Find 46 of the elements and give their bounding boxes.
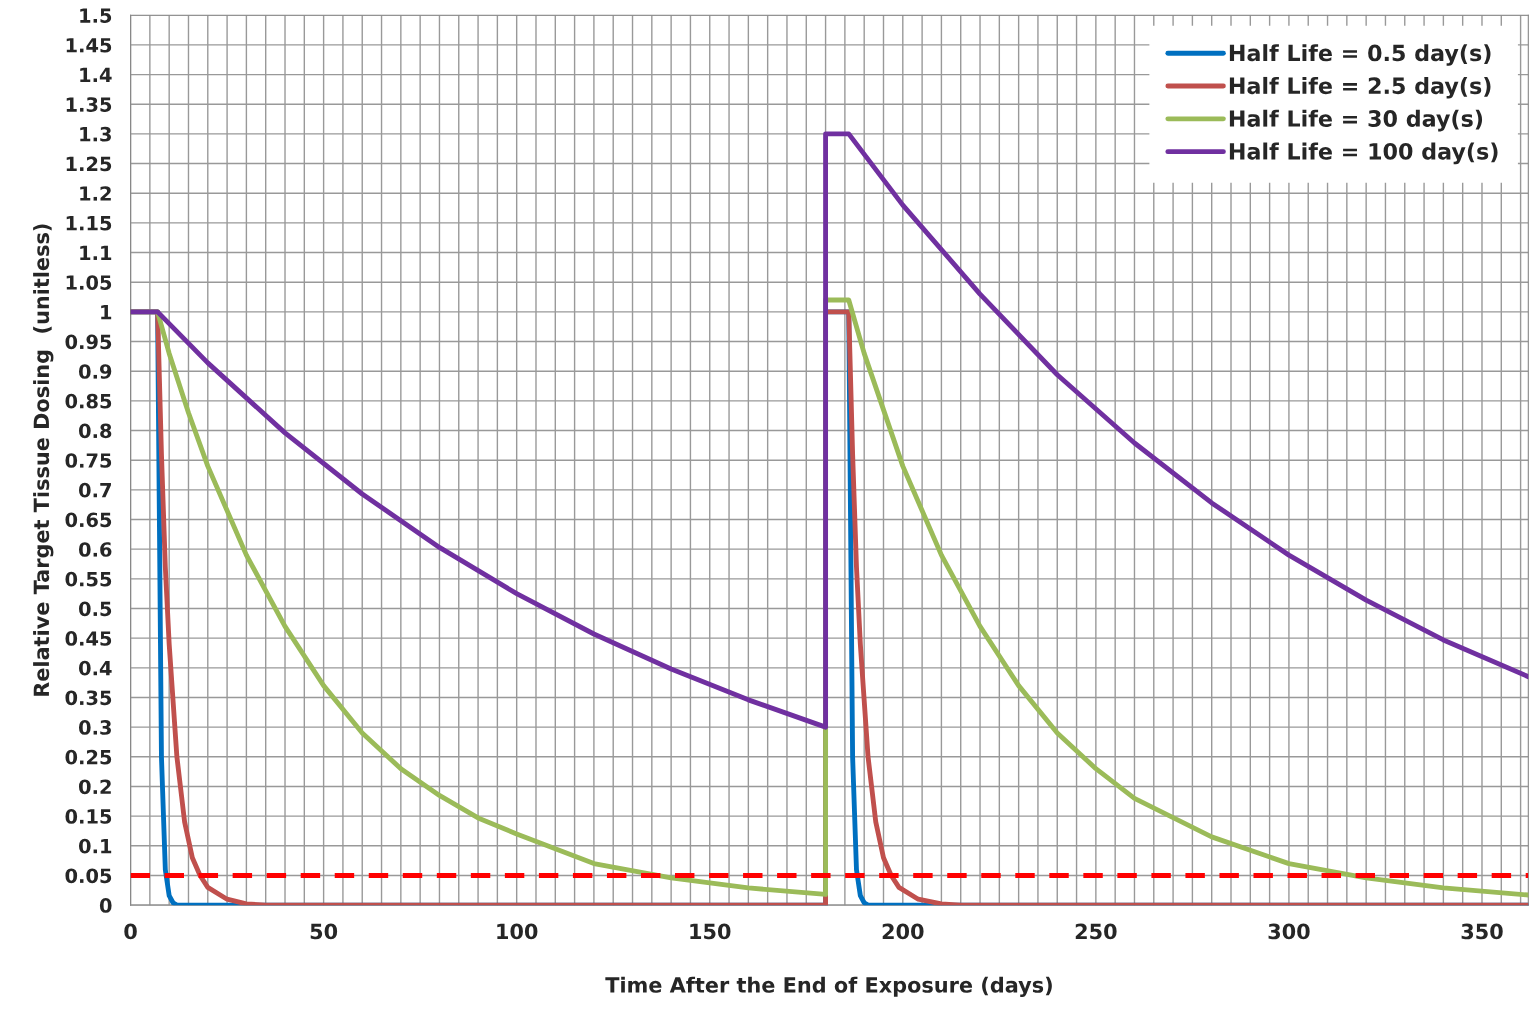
y-tick-label: 0.6	[78, 542, 112, 557]
x-tick-label: 200	[882, 923, 924, 940]
y-tick-label: 1.45	[66, 38, 112, 53]
x-tick-label: 100	[497, 923, 538, 940]
legend-label: Half Life = 100 day(s)	[1229, 142, 1498, 165]
y-tick-label: 0.35	[65, 690, 112, 706]
y-tick-label: 0.45	[65, 631, 112, 646]
y-tick-label: 0.15	[65, 809, 112, 824]
y-tick-label: 0.25	[65, 749, 112, 765]
y-tick-label: 0	[99, 898, 112, 913]
y-tick-label: 1.4	[80, 67, 112, 82]
y-tick-label: 0.2	[78, 779, 111, 795]
y-tick-label: 0.75	[65, 453, 112, 468]
y-tick-label: 0.65	[65, 512, 112, 528]
y-tick-label: 0.55	[65, 571, 112, 587]
y-axis-title: Relative Target Tissue Dosing (unitless)	[33, 224, 54, 696]
x-tick-label: 250	[1075, 923, 1117, 940]
legend-label: Half Life = 0.5 day(s)	[1229, 44, 1491, 66]
y-tick-label: 0.7	[78, 482, 111, 498]
legend-label: Half Life = 2.5 day(s)	[1229, 76, 1491, 99]
x-axis-title: Time After the End of Exposure (days)	[605, 976, 1052, 998]
y-tick-label: 0.9	[78, 364, 112, 379]
y-tick-label: 1.1	[80, 245, 112, 260]
y-tick-label: 1.2	[80, 186, 111, 201]
y-tick-label: 0.1	[78, 838, 112, 854]
y-tick-label: 0.5	[78, 601, 112, 617]
y-tick-label: 1.5	[80, 8, 112, 23]
y-tick-label: 1.3	[80, 126, 111, 142]
y-tick-label: 0.4	[78, 660, 112, 676]
y-tick-label: 1	[101, 305, 112, 320]
y-tick-label: 1.25	[66, 156, 112, 172]
x-tick-label: 350	[1461, 923, 1503, 940]
legend-label: Half Life = 30 day(s)	[1229, 109, 1483, 132]
y-tick-label: 0.8	[78, 423, 112, 439]
x-tick-label: 300	[1268, 923, 1310, 940]
y-tick-label: 0.3	[78, 720, 111, 735]
y-tick-label: 0.05	[65, 868, 112, 884]
y-tick-label: 1.15	[66, 216, 112, 231]
y-tick-label: 1.05	[66, 275, 112, 290]
y-tick-label: 0.85	[65, 393, 112, 409]
line-series	[130, 131, 1529, 730]
y-tick-label: 0.95	[65, 334, 112, 350]
x-tick-label: 150	[690, 923, 731, 940]
y-tick-label: 1.35	[66, 97, 112, 112]
x-tick-label: 0	[124, 923, 137, 940]
x-tick-label: 50	[310, 923, 338, 940]
